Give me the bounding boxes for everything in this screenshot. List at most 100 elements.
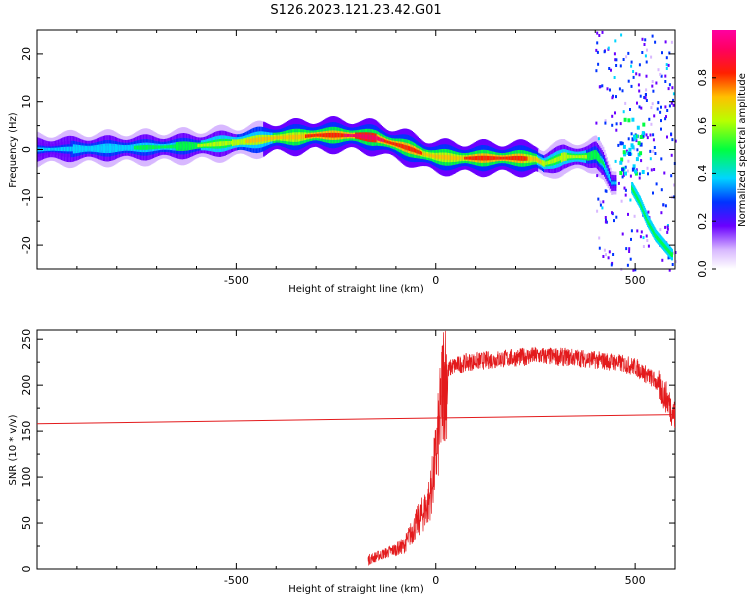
spectrogram-cell [611, 181, 613, 185]
spectrogram-cell [253, 138, 256, 143]
spectrogram-noise-cell [614, 39, 617, 43]
spectrogram-cluster-cell [634, 169, 637, 174]
spectrogram-noise-cell [638, 176, 641, 180]
spectrogram-cell [508, 156, 510, 160]
spectrogram-cell [86, 147, 88, 151]
spectrogram-noise-cell [626, 263, 629, 267]
spectrogram-noise-cell [670, 174, 673, 178]
spectrogram-cell [598, 155, 600, 160]
spectrogram-cell [419, 151, 422, 155]
spectrogram-noise-cell [652, 138, 655, 142]
spectrogram-cell [522, 156, 525, 161]
spectrogram-noise-cell [655, 182, 658, 186]
spectrogram-noise-cell [611, 96, 614, 100]
spectrogram-noise-cell [628, 250, 631, 253]
spectrogram-cell [401, 144, 404, 149]
spectrogram-cell [448, 155, 451, 160]
spectrogram-noise-cell [595, 48, 598, 52]
spectrogram-cell [541, 161, 544, 165]
spectrogram-noise-cell [595, 69, 598, 73]
spectrogram-cell [297, 134, 300, 140]
spectrogram-noise-cell [611, 211, 613, 215]
spectrogram-noise-cell [644, 96, 647, 100]
spectrogram-cell [592, 152, 594, 158]
spectrogram-noise-cell [619, 64, 622, 68]
spectrogram-cell [269, 136, 271, 141]
spectrogram-noise-cell [664, 74, 667, 78]
spectrogram-noise-cell [601, 171, 604, 175]
spectrogram-cell [196, 144, 198, 148]
spectrogram-noise-cell [668, 104, 671, 108]
spectrogram-cell [575, 155, 577, 159]
spectrogram-noise-cell [639, 94, 642, 98]
spectrogram-cell [258, 137, 260, 143]
spectrogram-cell [227, 141, 229, 146]
spectrogram-ticks: -500 0 500 -20 -10 0 10 20 [20, 29, 676, 287]
spectrogram-cell [358, 134, 361, 138]
spectrogram-noise-cell [640, 106, 643, 110]
spectrogram-noise-cell [670, 153, 673, 157]
spectrogram-cell [415, 148, 417, 153]
spectrogram-noise-cell [649, 133, 652, 137]
spectrogram-cell [110, 145, 112, 151]
spectrogram-cell [454, 156, 457, 160]
spectrogram-cluster-cell [631, 117, 635, 122]
spectrogram-cell [127, 146, 130, 150]
snr-ylabel: SNR (10 * v/v) [8, 414, 19, 485]
spectrogram-x-tick-label: -500 [224, 274, 249, 287]
spectrogram-cell [50, 147, 52, 151]
spectrogram-cell [145, 145, 148, 150]
spectrogram-cell [612, 181, 614, 185]
spectrogram-cell [234, 141, 236, 145]
spectrogram-noise-cell [607, 256, 610, 260]
spectrogram-cell [375, 135, 378, 141]
spectrogram-noise-cell [671, 86, 674, 90]
spectrogram-cell [167, 145, 169, 149]
spectrogram-cell [568, 154, 570, 159]
spectrogram-cell [435, 154, 437, 159]
spectrogram-noise-cell [649, 149, 652, 153]
spectrogram-noise-cell [611, 123, 614, 127]
spectrogram-cell [571, 155, 574, 159]
spectrogram-noise-cell [645, 133, 648, 137]
spectrogram-cell [175, 144, 178, 149]
spectrogram-cell [614, 181, 617, 185]
spectrogram-noise-cell [603, 248, 606, 252]
spectrogram-cell [547, 160, 550, 165]
spectrogram-noise-cell [672, 98, 674, 102]
spectrogram-noise-cell [664, 40, 667, 44]
spectrogram-noise-cell [615, 58, 618, 62]
spectrogram-cluster-cell [623, 152, 627, 157]
spectrogram-cell [345, 133, 348, 138]
spectrogram-cell [473, 156, 476, 161]
spectrogram-y-tick-label: 20 [20, 47, 33, 61]
spectrogram-cell [465, 156, 467, 160]
spectrogram-cluster-cell [641, 170, 645, 174]
spectrogram-noise-cell [599, 203, 602, 207]
spectrogram-cell [417, 149, 419, 154]
spectrogram-noise-cell [670, 132, 673, 136]
spectrogram-cell [480, 155, 483, 161]
spectrogram-cell [238, 140, 240, 144]
spectrogram-cluster-cell [632, 164, 636, 169]
spectrogram-cell [497, 156, 500, 160]
spectrogram-cell [462, 156, 465, 160]
spectrogram-noise-cell [629, 174, 632, 178]
spectrogram-cell [555, 157, 557, 163]
spectrogram-cell [300, 134, 302, 139]
spectrogram-cell [96, 146, 99, 151]
colorbar-tick-label: 0.2 [696, 212, 709, 230]
spectrogram-cell [59, 147, 62, 151]
spectrogram-cell [467, 156, 470, 160]
spectrogram-noise-cell [603, 50, 606, 54]
spectrogram-noise-cell [653, 168, 656, 171]
spectrogram-cell [531, 157, 533, 161]
spectrogram-noise-cell [622, 110, 625, 114]
spectrogram-cell [119, 146, 122, 150]
spectrogram-noise-cell [666, 109, 669, 112]
spectrogram-cell [361, 134, 363, 139]
spectrogram-cell [247, 139, 250, 143]
spectrogram-cell [411, 147, 413, 152]
spectrogram-noise-cell [614, 111, 616, 115]
spectrogram-cell [56, 147, 58, 151]
